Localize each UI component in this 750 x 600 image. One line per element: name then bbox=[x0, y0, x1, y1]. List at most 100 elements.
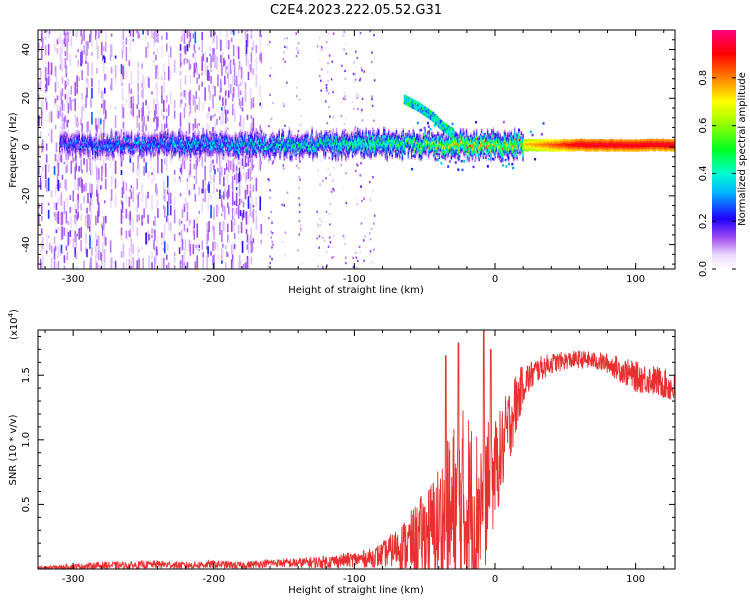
heatmap-noise-cell bbox=[53, 247, 56, 260]
heatmap-streak-cell bbox=[343, 30, 346, 34]
heatmap-band-cell bbox=[172, 134, 174, 137]
heatmap-band-cell bbox=[254, 154, 257, 157]
heatmap-band-cell bbox=[318, 138, 321, 141]
heatmap-band-cell bbox=[200, 148, 203, 151]
heatmap-band-cell bbox=[109, 145, 112, 148]
heatmap-band-cell bbox=[279, 149, 281, 152]
heatmap-band-cell bbox=[201, 151, 204, 154]
heatmap-band-cell bbox=[317, 132, 319, 136]
heatmap-band-cell bbox=[173, 139, 176, 142]
heatmap-noise-cell bbox=[165, 157, 168, 172]
heatmap-band-cell bbox=[88, 138, 91, 141]
heatmap-noise-cell bbox=[250, 162, 253, 174]
heatmap-noise-cell bbox=[85, 95, 87, 108]
heatmap-band-cell bbox=[314, 149, 317, 152]
heatmap-noise-cell bbox=[231, 103, 234, 116]
heatmap-band-cell bbox=[287, 139, 290, 142]
heatmap-band-cell bbox=[240, 154, 242, 158]
heatmap-band-cell bbox=[150, 158, 152, 161]
heatmap-band-cell bbox=[111, 151, 113, 154]
heatmap-noise-cell bbox=[213, 254, 215, 269]
heatmap-band-cell bbox=[125, 138, 128, 141]
heatmap-band-cell bbox=[128, 147, 130, 150]
heatmap-band-cell bbox=[128, 149, 130, 152]
heatmap-noise-cell bbox=[65, 153, 68, 160]
heatmap-band-cell bbox=[318, 148, 321, 151]
heatmap-band-cell bbox=[83, 140, 86, 143]
heatmap-band-cell bbox=[89, 131, 91, 134]
heatmap-band-cell bbox=[253, 135, 256, 138]
heatmap-band-cell bbox=[333, 139, 335, 142]
heatmap-band-cell bbox=[64, 135, 66, 138]
heatmap-band-cell bbox=[303, 140, 306, 143]
heatmap-band-cell bbox=[189, 138, 192, 141]
heatmap-band-cell bbox=[180, 145, 183, 149]
heatmap-band-cell bbox=[96, 155, 98, 158]
heatmap-band-cell bbox=[183, 150, 186, 153]
heatmap-streak-cell bbox=[329, 115, 331, 118]
heatmap-band-cell bbox=[159, 135, 161, 138]
heatmap-noise-cell bbox=[60, 55, 63, 66]
heatmap-noise-cell bbox=[66, 78, 69, 86]
heatmap-noise-cell bbox=[202, 198, 204, 202]
heatmap-band-cell bbox=[150, 156, 152, 159]
heatmap-band-cell bbox=[73, 144, 75, 147]
heatmap-band-cell bbox=[62, 146, 64, 150]
heatmap-band-cell bbox=[335, 145, 338, 148]
heatmap-band-cell bbox=[99, 153, 102, 156]
heatmap-band-cell bbox=[97, 146, 99, 149]
heatmap-band-cell bbox=[280, 146, 283, 149]
heatmap-band-cell bbox=[212, 152, 215, 155]
heatmap-band-cell bbox=[270, 141, 273, 144]
heatmap-band-cell bbox=[302, 136, 304, 139]
heatmap-band-cell bbox=[307, 138, 310, 141]
heatmap-noise-cell bbox=[241, 107, 244, 112]
heatmap-noise-cell bbox=[77, 48, 79, 53]
heatmap-band-cell bbox=[300, 136, 302, 140]
heatmap-band-cell bbox=[305, 145, 307, 149]
heatmap-band-cell bbox=[195, 154, 198, 157]
heatmap-band-cell bbox=[284, 142, 286, 145]
heatmap-band-cell bbox=[183, 142, 185, 145]
heatmap-band-cell bbox=[140, 144, 143, 147]
heatmap-band-cell bbox=[294, 138, 296, 142]
heatmap-band-cell bbox=[309, 143, 312, 146]
heatmap-noise-cell bbox=[204, 154, 206, 163]
heatmap-noise-cell bbox=[129, 188, 132, 193]
heatmap-noise-cell bbox=[75, 253, 78, 260]
heatmap-band-cell bbox=[119, 139, 122, 143]
heatmap-band-cell bbox=[146, 137, 149, 140]
heatmap-band-cell bbox=[188, 136, 190, 139]
heatmap-band-cell bbox=[132, 152, 134, 155]
heatmap-band-cell bbox=[115, 143, 118, 147]
heatmap-noise-cell bbox=[151, 262, 153, 269]
heatmap-noise-cell bbox=[250, 227, 253, 236]
heatmap-band-cell bbox=[119, 149, 122, 152]
heatmap-band-cell bbox=[112, 150, 114, 153]
heatmap-band-cell bbox=[329, 146, 331, 150]
heatmap-noise-cell bbox=[154, 256, 156, 269]
heatmap-band-cell bbox=[255, 147, 258, 151]
heatmap-noise-cell bbox=[232, 241, 235, 254]
heatmap-band-cell bbox=[124, 147, 127, 150]
heatmap-streak-cell bbox=[373, 34, 375, 37]
heatmap-band-cell bbox=[145, 146, 147, 149]
heatmap-noise-cell bbox=[241, 158, 244, 166]
heatmap-band-cell bbox=[295, 136, 297, 139]
heatmap-band-cell bbox=[332, 142, 334, 145]
heatmap-noise-cell bbox=[61, 40, 64, 55]
heatmap-streak-cell bbox=[343, 237, 345, 240]
heatmap-noise-cell bbox=[66, 163, 69, 173]
heatmap-band-cell bbox=[163, 140, 166, 143]
heatmap-band-cell bbox=[211, 147, 214, 151]
heatmap-band-cell bbox=[235, 148, 237, 151]
heatmap-band-cell bbox=[302, 157, 304, 160]
heatmap-band-cell bbox=[279, 155, 281, 158]
heatmap-band-cell bbox=[199, 136, 202, 140]
heatmap-band-cell bbox=[271, 136, 274, 139]
heatmap-band-cell bbox=[101, 133, 103, 136]
heatmap-band-cell bbox=[210, 154, 212, 157]
heatmap-noise-cell bbox=[89, 34, 91, 43]
heatmap-band-cell bbox=[201, 143, 204, 147]
heatmap-band-cell bbox=[70, 134, 73, 138]
